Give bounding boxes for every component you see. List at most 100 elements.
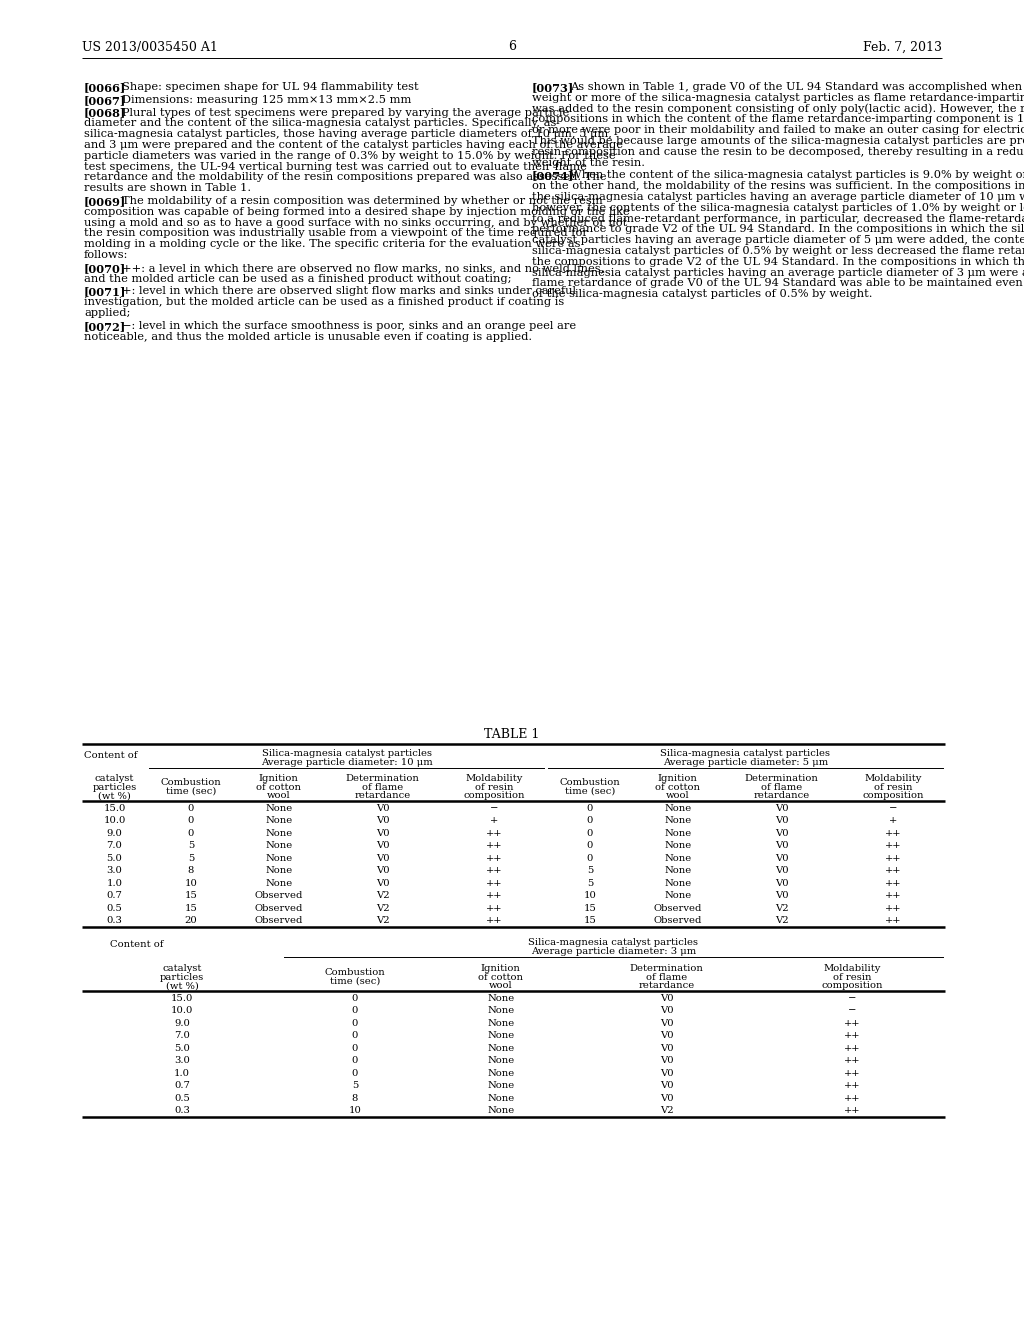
Text: retardance: retardance — [638, 981, 694, 990]
Text: ++: ++ — [485, 916, 503, 925]
Text: 0: 0 — [187, 804, 195, 813]
Text: V2: V2 — [376, 916, 389, 925]
Text: composition was capable of being formed into a desired shape by injection moldin: composition was capable of being formed … — [84, 207, 630, 216]
Text: time (sec): time (sec) — [564, 787, 615, 796]
Text: [0071]: [0071] — [84, 286, 126, 297]
Text: [0066]: [0066] — [84, 82, 126, 92]
Text: ++: ++ — [485, 879, 503, 888]
Text: applied;: applied; — [84, 308, 130, 318]
Text: Determination: Determination — [345, 774, 420, 783]
Text: V0: V0 — [774, 829, 788, 838]
Text: ++: ++ — [844, 1056, 860, 1065]
Text: [0074]: [0074] — [532, 170, 574, 181]
Text: wool: wool — [267, 792, 291, 800]
Text: None: None — [265, 816, 292, 825]
Text: 0.3: 0.3 — [106, 916, 123, 925]
Text: particle diameters was varied in the range of 0.3% by weight to 15.0% by weight.: particle diameters was varied in the ran… — [84, 150, 615, 161]
Text: ++: ++ — [844, 1031, 860, 1040]
Text: ++: ++ — [885, 854, 901, 863]
Text: ++: ++ — [485, 891, 503, 900]
Text: Ignition: Ignition — [259, 774, 299, 783]
Text: ++: ++ — [485, 829, 503, 838]
Text: of cotton: of cotton — [256, 783, 301, 792]
Text: Average particle diameter: 5 μm: Average particle diameter: 5 μm — [663, 758, 828, 767]
Text: Observed: Observed — [653, 916, 701, 925]
Text: V0: V0 — [659, 1081, 674, 1090]
Text: 5: 5 — [351, 1081, 358, 1090]
Text: None: None — [265, 866, 292, 875]
Text: ++: ++ — [844, 1019, 860, 1028]
Text: 15.0: 15.0 — [103, 804, 126, 813]
Text: −: − — [848, 1006, 856, 1015]
Text: Moldability: Moldability — [823, 964, 881, 973]
Text: ++: ++ — [885, 841, 901, 850]
Text: of the silica-magnesia catalyst particles of 0.5% by weight.: of the silica-magnesia catalyst particle… — [532, 289, 872, 300]
Text: 0.5: 0.5 — [106, 904, 123, 912]
Text: V0: V0 — [376, 829, 389, 838]
Text: None: None — [487, 1006, 514, 1015]
Text: ++: ++ — [485, 841, 503, 850]
Text: V0: V0 — [774, 879, 788, 888]
Text: 1.0: 1.0 — [174, 1069, 190, 1077]
Text: None: None — [487, 1056, 514, 1065]
Text: on the other hand, the moldability of the resins was sufficient. In the composit: on the other hand, the moldability of th… — [532, 181, 1024, 191]
Text: Combustion: Combustion — [559, 779, 621, 787]
Text: None: None — [265, 854, 292, 863]
Text: Combustion: Combustion — [161, 779, 221, 787]
Text: None: None — [664, 866, 691, 875]
Text: ++: ++ — [844, 1106, 860, 1115]
Text: None: None — [487, 1031, 514, 1040]
Text: of resin: of resin — [873, 783, 912, 792]
Text: Plural types of test specimens were prepared by varying the average particle: Plural types of test specimens were prep… — [122, 108, 569, 117]
Text: +: + — [490, 816, 499, 825]
Text: V2: V2 — [774, 904, 788, 912]
Text: of cotton: of cotton — [478, 973, 523, 982]
Text: As shown in Table 1, grade V0 of the UL 94 Standard was accomplished when 10.0% : As shown in Table 1, grade V0 of the UL … — [570, 82, 1024, 92]
Text: 15: 15 — [584, 904, 596, 912]
Text: catalyst: catalyst — [95, 774, 134, 783]
Text: Observed: Observed — [255, 904, 303, 912]
Text: Ignition: Ignition — [481, 964, 521, 973]
Text: silica-magnesia catalyst particles of 0.5% by weight or less decreased the flame: silica-magnesia catalyst particles of 0.… — [532, 246, 1024, 256]
Text: None: None — [487, 1081, 514, 1090]
Text: ++: ++ — [885, 829, 901, 838]
Text: None: None — [265, 841, 292, 850]
Text: None: None — [664, 891, 691, 900]
Text: 10.0: 10.0 — [103, 816, 126, 825]
Text: silica-magnesia catalyst particles, those having average particle diameters of 1: silica-magnesia catalyst particles, thos… — [84, 129, 612, 139]
Text: Shape: specimen shape for UL 94 flammability test: Shape: specimen shape for UL 94 flammabi… — [122, 82, 419, 92]
Text: V2: V2 — [774, 916, 788, 925]
Text: Ignition: Ignition — [657, 774, 697, 783]
Text: composition: composition — [821, 981, 883, 990]
Text: V0: V0 — [659, 1056, 674, 1065]
Text: 0: 0 — [587, 841, 593, 850]
Text: ++: ++ — [885, 879, 901, 888]
Text: 15: 15 — [584, 916, 596, 925]
Text: When the content of the silica-magnesia catalyst particles is 9.0% by weight or : When the content of the silica-magnesia … — [570, 170, 1024, 181]
Text: Observed: Observed — [255, 916, 303, 925]
Text: catalyst particles having an average particle diameter of 5 μm were added, the c: catalyst particles having an average par… — [532, 235, 1024, 246]
Text: 5.0: 5.0 — [106, 854, 123, 863]
Text: to a reduced flame-retardant performance, in particular, decreased the flame-ret: to a reduced flame-retardant performance… — [532, 214, 1024, 223]
Text: None: None — [487, 1069, 514, 1077]
Text: None: None — [487, 1019, 514, 1028]
Text: (wt %): (wt %) — [166, 981, 199, 990]
Text: of resin: of resin — [475, 783, 513, 792]
Text: Average particle diameter: 10 μm: Average particle diameter: 10 μm — [261, 758, 432, 767]
Text: the compositions to grade V2 of the UL 94 Standard. In the compositions in which: the compositions to grade V2 of the UL 9… — [532, 257, 1024, 267]
Text: 5: 5 — [587, 879, 593, 888]
Text: ++: a level in which there are observed no flow marks, no sinks, and no weld lin: ++: a level in which there are observed … — [122, 263, 604, 273]
Text: 0: 0 — [351, 1069, 358, 1077]
Text: None: None — [664, 879, 691, 888]
Text: ++: ++ — [885, 904, 901, 912]
Text: retardance: retardance — [354, 792, 411, 800]
Text: 10.0: 10.0 — [171, 1006, 194, 1015]
Text: Content of: Content of — [111, 940, 164, 949]
Text: 8: 8 — [187, 866, 195, 875]
Text: 10: 10 — [584, 891, 596, 900]
Text: results are shown in Table 1.: results are shown in Table 1. — [84, 183, 251, 193]
Text: Silica-magnesia catalyst particles: Silica-magnesia catalyst particles — [660, 748, 830, 758]
Text: silica-magnesia catalyst particles having an average particle diameter of 3 μm w: silica-magnesia catalyst particles havin… — [532, 268, 1024, 277]
Text: V0: V0 — [774, 854, 788, 863]
Text: V0: V0 — [774, 841, 788, 850]
